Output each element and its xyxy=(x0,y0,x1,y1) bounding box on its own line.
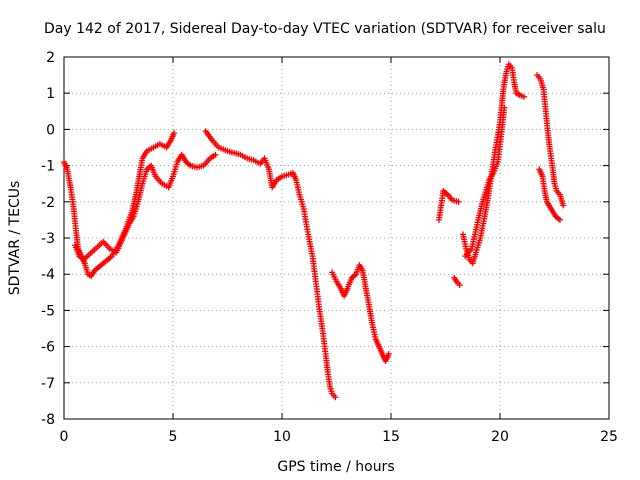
chart-title: Day 142 of 2017, Sidereal Day-to-day VTE… xyxy=(44,21,606,37)
y-tick-label: -5 xyxy=(41,303,55,319)
y-tick-label: -3 xyxy=(41,231,55,247)
data-point xyxy=(520,93,527,100)
y-tick-label: 1 xyxy=(46,86,55,102)
data-points xyxy=(61,61,567,401)
x-axis-title: GPS time / hours xyxy=(277,459,394,475)
x-tick-label: 20 xyxy=(491,429,509,445)
y-tick-label: -1 xyxy=(41,159,55,175)
data-point xyxy=(556,216,563,223)
y-axis-title: SDTVAR / TECUs xyxy=(7,181,23,296)
y-tick-label: -6 xyxy=(41,340,55,356)
y-tick-label: 0 xyxy=(46,122,55,138)
y-tick-label: 2 xyxy=(46,50,55,66)
x-tick-label: 0 xyxy=(60,429,69,445)
x-tick-label: 5 xyxy=(169,429,178,445)
data-point xyxy=(212,151,219,158)
y-tick-label: -7 xyxy=(41,376,55,392)
y-tick-label: -2 xyxy=(41,195,55,211)
data-point xyxy=(171,130,178,137)
axis-ticks: 0 5 10 15 20 25 -8 -7 -6 -5 -4 -3 -2 -1 0 1 2 xyxy=(41,50,618,445)
x-tick-label: 10 xyxy=(273,429,291,445)
data-point xyxy=(332,394,339,401)
data-point xyxy=(501,104,508,111)
data-point xyxy=(456,282,463,289)
data-point xyxy=(560,202,567,209)
x-tick-label: 25 xyxy=(600,429,618,445)
plot-frame xyxy=(63,56,610,420)
grid xyxy=(64,57,609,419)
x-tick-label: 15 xyxy=(382,429,400,445)
data-point xyxy=(455,198,462,205)
data-point xyxy=(385,350,392,357)
y-tick-label: -4 xyxy=(41,267,55,283)
y-tick-label: -8 xyxy=(41,412,55,428)
